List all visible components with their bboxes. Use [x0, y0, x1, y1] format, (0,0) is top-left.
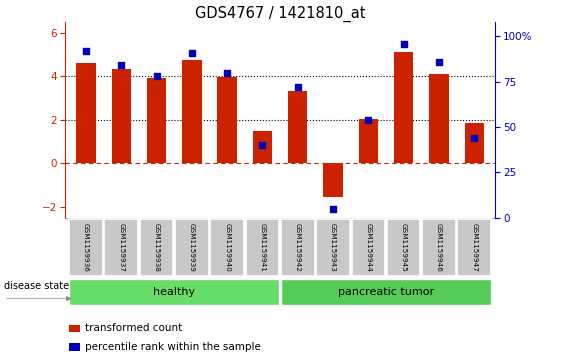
Text: GSM1159938: GSM1159938: [154, 223, 159, 272]
Text: GSM1159936: GSM1159936: [83, 223, 89, 272]
Bar: [429, 74, 449, 163]
FancyBboxPatch shape: [422, 219, 455, 277]
Point: [222, 70, 231, 76]
Text: percentile rank within the sample: percentile rank within the sample: [85, 342, 261, 352]
Text: GSM1159944: GSM1159944: [365, 223, 372, 272]
Text: pancreatic tumor: pancreatic tumor: [338, 287, 434, 297]
Text: GSM1159940: GSM1159940: [224, 223, 230, 272]
Text: transformed count: transformed count: [85, 323, 182, 334]
FancyBboxPatch shape: [140, 219, 173, 277]
Point: [364, 117, 373, 123]
Bar: [76, 63, 96, 163]
Point: [82, 48, 91, 54]
Text: GSM1159946: GSM1159946: [436, 223, 442, 272]
Text: GSM1159945: GSM1159945: [401, 223, 406, 272]
Point: [258, 142, 267, 148]
Point: [399, 41, 408, 46]
Bar: [147, 78, 166, 163]
FancyBboxPatch shape: [281, 279, 491, 305]
FancyBboxPatch shape: [105, 219, 138, 277]
Point: [470, 135, 479, 141]
Bar: [182, 60, 202, 163]
Point: [117, 62, 126, 68]
Point: [152, 73, 161, 79]
Point: [435, 59, 444, 65]
Text: GSM1159939: GSM1159939: [189, 223, 195, 272]
Point: [293, 84, 302, 90]
Bar: [253, 131, 272, 163]
FancyBboxPatch shape: [69, 279, 279, 305]
Bar: [288, 91, 307, 163]
Point: [329, 206, 338, 212]
FancyBboxPatch shape: [245, 219, 279, 277]
Bar: [217, 77, 237, 163]
Bar: [359, 119, 378, 163]
Bar: [111, 69, 131, 163]
FancyBboxPatch shape: [458, 219, 491, 277]
FancyBboxPatch shape: [351, 219, 385, 277]
Text: GSM1159942: GSM1159942: [295, 223, 301, 272]
Point: [187, 50, 196, 56]
Bar: [323, 163, 343, 197]
FancyBboxPatch shape: [211, 219, 244, 277]
FancyBboxPatch shape: [69, 219, 102, 277]
Bar: [394, 52, 413, 163]
Text: disease state: disease state: [4, 281, 69, 291]
Text: healthy: healthy: [153, 287, 195, 297]
Bar: [69, 343, 80, 351]
Text: GSM1159943: GSM1159943: [330, 223, 336, 272]
Text: GSM1159937: GSM1159937: [118, 223, 124, 272]
Text: GSM1159947: GSM1159947: [471, 223, 477, 272]
Title: GDS4767 / 1421810_at: GDS4767 / 1421810_at: [195, 5, 365, 22]
Bar: [464, 123, 484, 163]
Bar: [69, 325, 80, 333]
FancyBboxPatch shape: [175, 219, 209, 277]
FancyBboxPatch shape: [387, 219, 421, 277]
Text: GSM1159941: GSM1159941: [260, 223, 265, 272]
FancyBboxPatch shape: [281, 219, 315, 277]
FancyBboxPatch shape: [316, 219, 350, 277]
